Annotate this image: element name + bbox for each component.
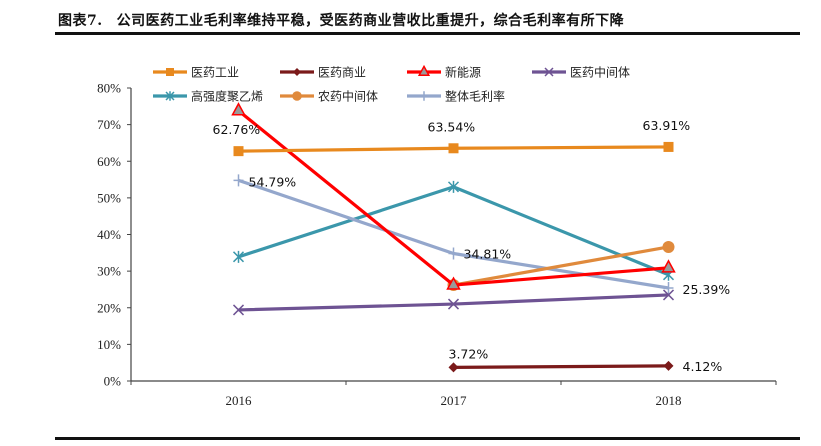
y-tick-label: 10%: [97, 337, 121, 352]
legend-label: 医药中间体: [570, 65, 630, 80]
legend-label: 医药工业: [191, 66, 239, 80]
series-line: [238, 185, 670, 277]
square-marker: [233, 146, 244, 157]
plus-marker: [233, 174, 244, 187]
diamond-marker: [293, 68, 301, 76]
y-tick-label: 30%: [97, 264, 121, 279]
star-marker: [232, 250, 245, 263]
diamond-marker: [663, 360, 674, 371]
plus-marker: [448, 247, 459, 260]
legend-item: 农药中间体: [280, 89, 378, 104]
x-tick-label: 2017: [441, 393, 468, 408]
legend-item: 新能源: [407, 65, 481, 80]
figure-number: 图表7.: [58, 13, 103, 29]
legend-label: 医药商业: [318, 65, 366, 80]
y-tick-label: 0%: [104, 374, 122, 389]
y-tick-label: 40%: [97, 227, 121, 242]
top-rule: [55, 32, 800, 35]
data-label: 63.91%: [643, 118, 691, 133]
y-tick-label: 20%: [97, 300, 121, 315]
data-label: 4.12%: [683, 359, 723, 374]
plus-marker: [663, 282, 674, 295]
legend-item: 医药中间体: [532, 65, 630, 80]
x-marker: [447, 298, 460, 310]
triangle-marker: [231, 102, 246, 116]
legend-label: 高强度聚乙烯: [191, 89, 263, 104]
series-1: [233, 141, 674, 157]
x-marker: [232, 304, 245, 316]
data-label: 3.72%: [449, 346, 489, 361]
axes: 0% 10% 20% 30% 40% 50% 60% 70% 80% 2016 2017 2018: [97, 81, 777, 408]
legend-label: 整体毛利率: [445, 89, 505, 104]
data-label: 54.79%: [249, 174, 297, 189]
triangle-marker: [661, 259, 676, 273]
data-label: 62.76%: [213, 122, 261, 137]
plus-marker: [420, 91, 428, 101]
x-tick-label: 2016: [226, 393, 253, 408]
circle-marker: [292, 91, 302, 101]
y-tick-label: 80%: [97, 81, 121, 96]
square-marker: [166, 68, 174, 76]
series-line: [453, 245, 669, 287]
figure-title: 图表7. 公司医药工业毛利率维持平稳，受医药商业营收比重提升，综合毛利率有所下降: [58, 10, 624, 30]
series-2: [448, 360, 674, 373]
series-3: [231, 102, 676, 290]
triangle-marker: [417, 64, 431, 76]
star-marker: [165, 91, 175, 101]
data-label: 34.81%: [464, 247, 512, 262]
series-line: [453, 364, 669, 369]
y-tick-label: 50%: [97, 190, 121, 205]
figure-title-text: 公司医药工业毛利率维持平稳，受医药商业营收比重提升，综合毛利率有所下降: [116, 13, 625, 29]
bottom-rule: [55, 437, 800, 440]
circle-marker: [662, 240, 675, 253]
x-marker: [544, 67, 554, 77]
triangle-marker: [446, 276, 461, 290]
legend-item: 整体毛利率: [407, 89, 505, 104]
y-tick-label: 70%: [97, 117, 121, 132]
series-lines: [231, 102, 676, 373]
star-marker: [447, 180, 460, 193]
data-label: 63.54%: [428, 119, 476, 134]
series-line: [238, 293, 669, 312]
legend-item: 医药商业: [280, 65, 366, 80]
series-7: [233, 174, 674, 295]
legend-label: 新能源: [445, 65, 481, 80]
series-4: [232, 289, 675, 316]
diamond-marker: [448, 362, 459, 373]
legend-item: 医药工业: [153, 66, 239, 80]
y-tick-label: 60%: [97, 154, 121, 169]
legend-item: 高强度聚乙烯: [153, 89, 263, 104]
series-5: [232, 180, 675, 281]
square-marker: [448, 143, 459, 154]
data-label: 25.39%: [683, 282, 731, 297]
data-labels: 62.76% 63.54% 63.91% 3.72% 4.12% 54.79% 34.81%…: [213, 118, 731, 374]
legend-label: 农药中间体: [318, 89, 378, 104]
x-marker: [662, 289, 675, 301]
x-tick-label: 2018: [656, 393, 682, 408]
square-marker: [663, 141, 674, 152]
